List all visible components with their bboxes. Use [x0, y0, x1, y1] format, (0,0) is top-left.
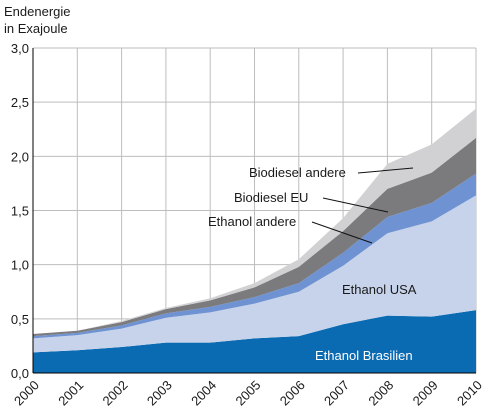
label-ethanol-andere: Ethanol andere — [208, 214, 296, 229]
x-tick-label: 2010 — [454, 377, 485, 408]
leader-line-ethanol-andere — [311, 221, 373, 244]
y-tick-label: 2,0 — [11, 149, 29, 164]
x-tick-label: 2009 — [410, 377, 441, 408]
axes — [32, 48, 476, 374]
series-annotations: Biodiesel andere Biodiesel EU Ethanol an… — [208, 165, 417, 363]
y-tick-label: 1,0 — [11, 258, 29, 273]
x-tick-label: 2004 — [188, 377, 219, 408]
x-tick-label: 2005 — [232, 377, 263, 408]
x-tick-label: 2003 — [144, 377, 175, 408]
area-ethanol-brasilien — [33, 310, 476, 373]
y-tick-label: 0,0 — [11, 366, 29, 381]
label-ethanol-usa: Ethanol USA — [342, 282, 417, 297]
y-tick-label: 2,5 — [11, 95, 29, 110]
label-ethanol-brasilien: Ethanol Brasilien — [315, 348, 413, 363]
label-biodiesel-andere: Biodiesel andere — [249, 165, 346, 180]
x-tick-label: 2008 — [365, 377, 396, 408]
y-tick-label: 0,5 — [11, 312, 29, 327]
x-tick-label: 2006 — [277, 377, 308, 408]
y-tick-label: 3,0 — [11, 41, 29, 56]
area-ethanol-usa — [33, 195, 476, 353]
x-tick-label: 2001 — [55, 377, 86, 408]
leader-line-biodiesel-eu — [322, 197, 389, 213]
x-tick-label: 2002 — [100, 377, 131, 408]
area-biodiesel-eu — [33, 137, 476, 337]
leader-line-biodiesel-andere — [357, 167, 414, 174]
y-tick-labels: 0,0 0,5 1,0 1,5 2,0 2,5 3,0 — [11, 41, 29, 381]
stacked-areas — [33, 108, 476, 373]
x-tick-label: 2000 — [11, 377, 42, 408]
x-tick-label: 2007 — [321, 377, 352, 408]
y-axis-label-line1: Endenergie — [4, 4, 71, 19]
label-biodiesel-eu: Biodiesel EU — [234, 190, 308, 205]
x-tick-labels: 2000 2001 2002 2003 2004 2005 2006 2007 2008 2009… — [11, 377, 485, 408]
y-axis-label-line2: in Exajoule — [4, 21, 68, 36]
y-tick-label: 1,5 — [11, 204, 29, 219]
